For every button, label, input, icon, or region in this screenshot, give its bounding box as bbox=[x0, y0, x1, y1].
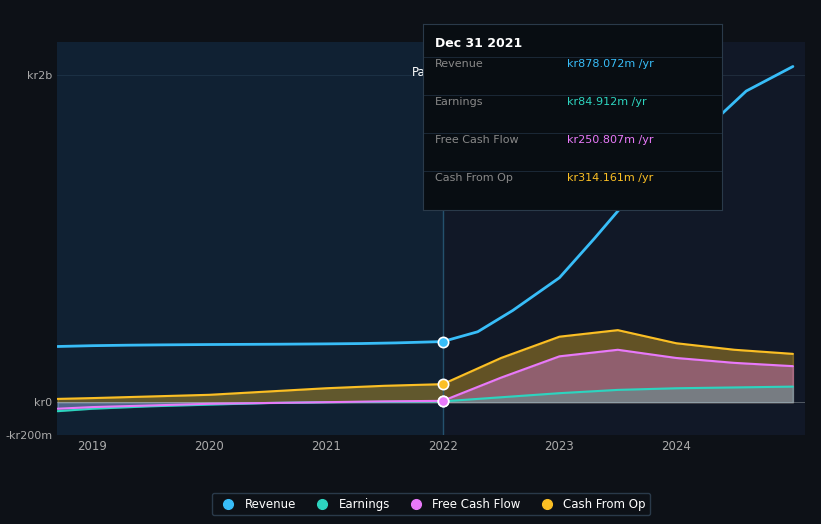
Text: Dec 31 2021: Dec 31 2021 bbox=[435, 37, 522, 50]
Text: kr314.161m /yr: kr314.161m /yr bbox=[566, 173, 653, 183]
Point bbox=[436, 337, 449, 346]
Text: Free Cash Flow: Free Cash Flow bbox=[435, 135, 518, 145]
Bar bbox=[57, 42, 443, 435]
Text: Past: Past bbox=[412, 67, 437, 80]
Text: Analysts Forecasts: Analysts Forecasts bbox=[448, 67, 558, 80]
Text: kr84.912m /yr: kr84.912m /yr bbox=[566, 97, 646, 107]
Text: Cash From Op: Cash From Op bbox=[435, 173, 512, 183]
Point bbox=[436, 397, 449, 406]
Text: kr250.807m /yr: kr250.807m /yr bbox=[566, 135, 654, 145]
Text: kr878.072m /yr: kr878.072m /yr bbox=[566, 59, 654, 69]
Text: Earnings: Earnings bbox=[435, 97, 484, 107]
Point bbox=[436, 397, 449, 405]
Point bbox=[436, 380, 449, 388]
Text: Revenue: Revenue bbox=[435, 59, 484, 69]
Legend: Revenue, Earnings, Free Cash Flow, Cash From Op: Revenue, Earnings, Free Cash Flow, Cash … bbox=[212, 493, 650, 516]
